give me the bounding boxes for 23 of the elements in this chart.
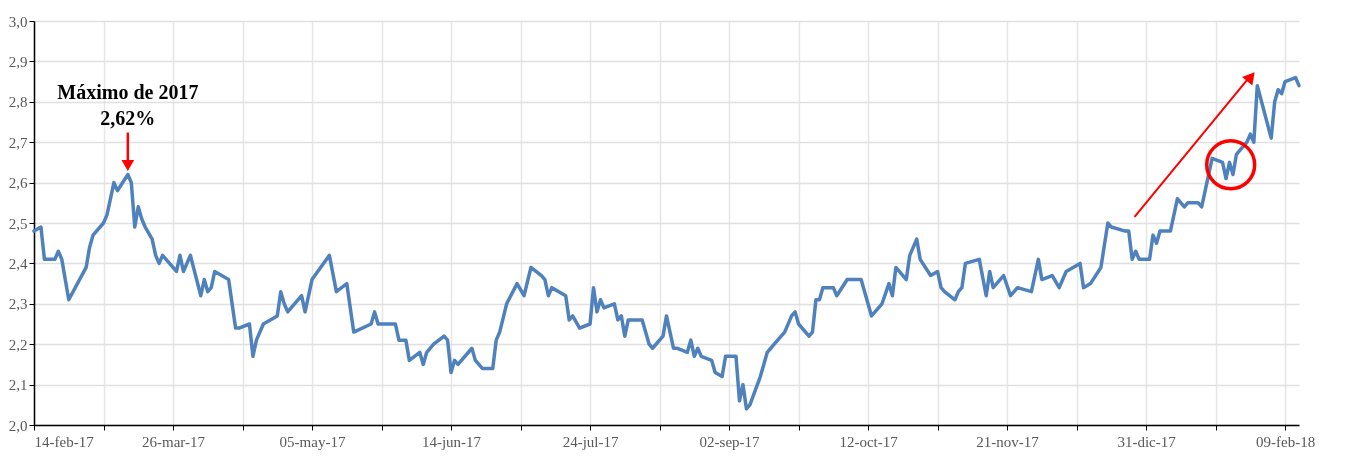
y-tick-label: 2,7 xyxy=(8,134,28,151)
y-tick-label: 2,4 xyxy=(8,255,28,272)
x-tick-label: 12-oct-17 xyxy=(839,433,899,450)
x-tick-label: 14-feb-17 xyxy=(34,433,95,450)
y-tick-label: 2,9 xyxy=(8,53,28,70)
x-tick-label: 14-jun-17 xyxy=(421,433,482,450)
y-tick-label: 2,1 xyxy=(8,377,28,394)
annotation: Máximo de 2017 2,62% xyxy=(57,80,199,129)
x-tick-label: 05-may-17 xyxy=(279,433,346,450)
line-series xyxy=(32,75,1301,411)
y-tick-label: 2,6 xyxy=(8,175,28,192)
x-tick-label: 02-sep-17 xyxy=(699,433,761,450)
x-tick-label: 31-dic-17 xyxy=(1117,433,1177,450)
x-tick-label: 24-jul-17 xyxy=(562,433,619,450)
y-tick-label: 2,0 xyxy=(8,417,28,434)
y-tick-label: 3,0 xyxy=(8,13,28,30)
x-tick-label: 26-mar-17 xyxy=(142,433,206,450)
x-tick-label: 09-feb-18 xyxy=(1256,433,1316,450)
x-tick-label: 21-nov-17 xyxy=(976,433,1040,450)
y-tick-label: 2,5 xyxy=(8,215,28,232)
y-tick-label: 2,8 xyxy=(8,94,28,111)
y-tick-label: 2,3 xyxy=(8,296,28,313)
y-tick-label: 2,2 xyxy=(8,336,28,353)
